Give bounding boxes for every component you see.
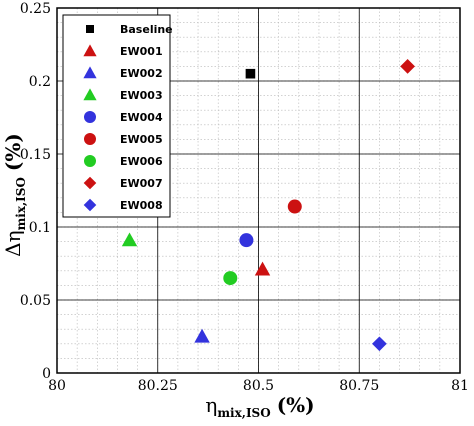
legend-marker-ew001 [83,44,97,57]
legend-label-ew003: EW003 [120,89,163,102]
x-axis-title-main: η [205,393,217,417]
data-point-ew008 [372,336,387,352]
legend-marker-ew003 [83,88,97,101]
y-tick-label: 0.15 [20,147,51,163]
y-tick-label: 0.25 [20,1,51,17]
legend-label-ew007: EW007 [120,177,163,190]
data-point-ew001 [254,261,271,276]
legend-label-ew004: EW004 [120,111,163,124]
y-tick-label: 0 [42,366,51,382]
legend-marker-ew008 [83,198,97,212]
legend-marker-ew005 [84,133,96,145]
y-tick-label: 0.1 [29,220,51,236]
major-grid [57,8,460,373]
plot-frame [56,7,461,374]
y-axis-title-sub: mix,ISO [14,177,28,230]
legend-marker-ew007 [83,176,97,190]
data-point-ew004 [239,233,254,248]
x-tick-label: 80.5 [243,378,274,394]
legend-label-ew006: EW006 [120,155,163,168]
data-point-ew005 [287,199,302,214]
legend-label-ew005: EW005 [120,133,163,146]
y-tick-label: 0.05 [20,293,51,309]
legend-marker-ew006 [84,155,96,167]
y-tick-label: 0.2 [29,74,51,90]
legend-box [62,14,171,218]
legend-label-ew001: EW001 [120,45,163,58]
legend-label-ew008: EW008 [120,199,163,212]
data-point-ew003 [121,232,138,247]
legend-label-ew002: EW002 [120,67,163,80]
x-tick-label: 80.75 [339,378,379,394]
legend: Baseline EW001 EW002 EW003 EW004 EW005 EW006 EW… [62,14,173,218]
x-axis-title-unit: (%) [277,393,315,417]
x-tick-label: 80 [48,378,66,394]
x-axis-title: ηmix,ISO (%) [205,393,314,420]
legend-marker-baseline [86,25,94,33]
legend-marker-ew004 [84,111,96,123]
x-tick-label: 81 [451,378,469,394]
data-point-ew007 [400,59,415,74]
data-points [121,59,415,352]
y-axis-title-main: Δη [1,230,25,256]
y-axis-title: Δηmix,ISO (%) [1,133,28,257]
data-point-ew002 [194,328,210,343]
x-tick-label: 80.25 [138,378,178,394]
data-point-baseline [245,68,256,79]
y-axis-title-unit: (%) [1,133,25,171]
x-axis-title-sub: mix,ISO [217,406,270,420]
data-point-ew006 [223,271,238,286]
tick-labels: 80 80.25 80.5 80.75 81 0 0.05 0.1 0.15 0.2 0.25 [20,1,469,394]
legend-label-baseline: Baseline [120,23,173,36]
legend-marker-ew002 [83,66,97,79]
